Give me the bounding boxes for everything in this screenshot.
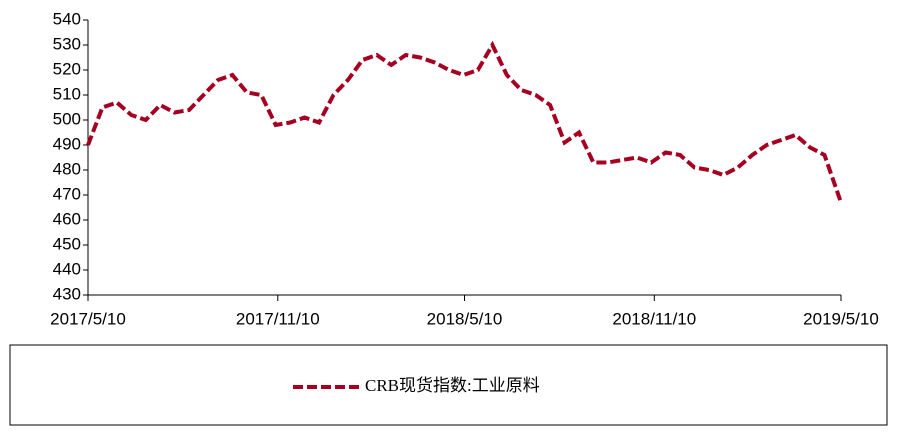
x-tick-label: 2018/11/10 [612, 309, 696, 328]
x-tick-label: 2018/5/10 [427, 309, 503, 328]
line-series [86, 40, 843, 204]
x-tick-label: 2019/5/10 [803, 309, 879, 328]
y-tick-label: 470 [53, 184, 81, 203]
y-tick-label: 480 [53, 159, 81, 178]
x-tick-label: 2017/5/10 [50, 309, 126, 328]
y-tick-label: 490 [53, 134, 81, 153]
y-tick-label: 430 [53, 284, 81, 303]
y-tick-label: 540 [53, 9, 81, 28]
x-tick-label: 2017/11/10 [236, 309, 320, 328]
y-tick-label: 500 [53, 109, 81, 128]
y-tick-label: 520 [53, 59, 81, 78]
legend-label: CRB现货指数:工业原料 [365, 376, 540, 395]
y-tick-label: 440 [53, 259, 81, 278]
y-tick-label: 510 [53, 84, 81, 103]
y-tick-label: 460 [53, 209, 81, 228]
legend-box [9, 344, 888, 426]
y-tick-label: 530 [53, 34, 81, 53]
y-tick-label: 450 [53, 234, 81, 253]
